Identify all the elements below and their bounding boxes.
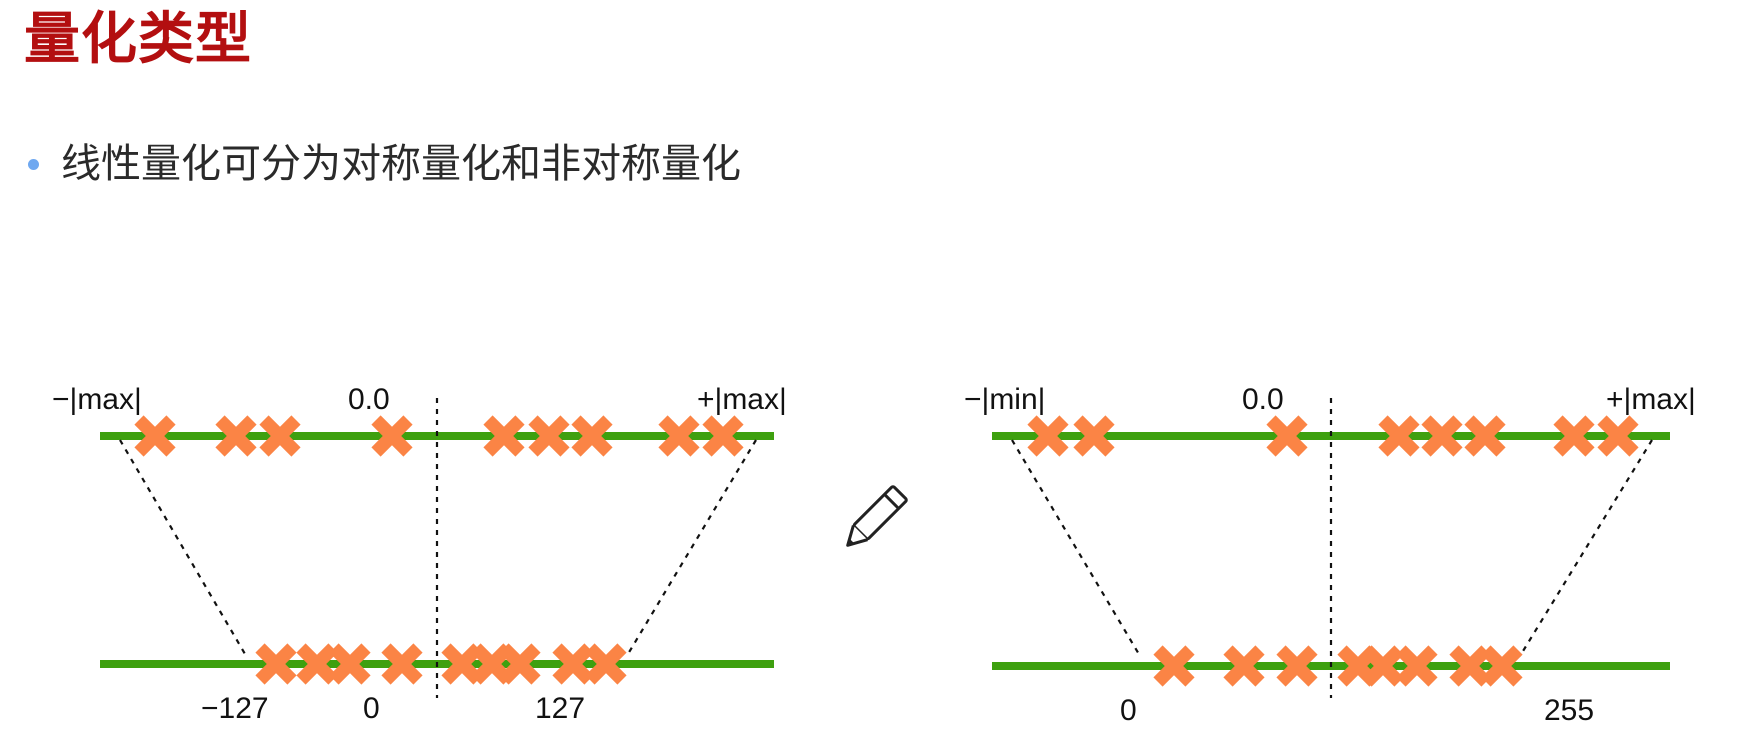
- asym-top-left-label: −|min|: [964, 383, 1045, 416]
- sample-point-mark: [1449, 645, 1491, 687]
- asym-left-mapping-line: [1011, 439, 1141, 657]
- asym-top-right-label: +|max|: [1606, 383, 1696, 416]
- sample-point-mark: [381, 643, 423, 685]
- sym-right-mapping-line: [627, 439, 757, 655]
- sample-point-mark: [528, 415, 570, 457]
- sample-point-mark: [259, 415, 301, 457]
- sample-point-mark: [1396, 645, 1438, 687]
- sample-point-mark: [215, 415, 257, 457]
- sym-bottom-left-label: −127: [201, 692, 269, 725]
- asym-bottom-left-label: 0: [1120, 694, 1137, 727]
- asym-top-center-label: 0.0: [1242, 383, 1284, 416]
- sample-point-mark: [702, 415, 744, 457]
- symmetric-diagram: −|max| 0.0 +|max| −127 0 127: [52, 383, 787, 725]
- sample-point-mark: [1378, 415, 1420, 457]
- sample-point-mark: [134, 415, 176, 457]
- sample-point-mark: [1276, 645, 1318, 687]
- asym-top-marks: [1027, 415, 1639, 457]
- sample-point-mark: [1464, 415, 1506, 457]
- sample-point-mark: [1421, 415, 1463, 457]
- sym-bottom-center-label: 0: [363, 692, 380, 725]
- sample-point-mark: [571, 415, 613, 457]
- sample-point-mark: [658, 415, 700, 457]
- sample-point-mark: [483, 415, 525, 457]
- asymmetric-diagram: −|min| 0.0 +|max| 0 255: [964, 383, 1696, 727]
- page-title: 量化类型: [24, 7, 252, 72]
- bullet-dot-icon: [28, 158, 39, 170]
- sample-point-mark: [329, 643, 371, 685]
- asym-bottom-marks: [1153, 645, 1523, 687]
- sample-point-mark: [1223, 645, 1265, 687]
- sample-point-mark: [499, 643, 541, 685]
- sym-top-left-label: −|max|: [52, 383, 142, 416]
- sym-top-center-label: 0.0: [348, 383, 390, 416]
- sample-point-mark: [371, 415, 413, 457]
- sample-point-mark: [1553, 415, 1595, 457]
- sample-point-mark: [585, 643, 627, 685]
- sample-point-mark: [1597, 415, 1639, 457]
- bullet-text: 线性量化可分为对称量化和非对称量化: [61, 141, 741, 187]
- bullet-item: 线性量化可分为对称量化和非对称量化: [28, 136, 741, 192]
- sample-point-mark: [1481, 645, 1523, 687]
- sym-bottom-right-label: 127: [535, 692, 585, 725]
- sym-top-right-label: +|max|: [697, 383, 787, 416]
- sym-top-marks: [134, 415, 744, 457]
- sample-point-mark: [255, 643, 297, 685]
- pencil-icon: [846, 485, 908, 547]
- asym-bottom-right-label: 255: [1544, 694, 1594, 727]
- sym-bottom-marks: [255, 643, 627, 685]
- sample-point-mark: [296, 643, 338, 685]
- sample-point-mark: [1266, 415, 1308, 457]
- sample-point-mark: [1362, 645, 1404, 687]
- sample-point-mark: [1027, 415, 1069, 457]
- sample-point-mark: [1073, 415, 1115, 457]
- sym-left-mapping-line: [119, 439, 246, 655]
- asym-right-mapping-line: [1519, 439, 1653, 657]
- sample-point-mark: [1153, 645, 1195, 687]
- sample-point-mark: [552, 643, 594, 685]
